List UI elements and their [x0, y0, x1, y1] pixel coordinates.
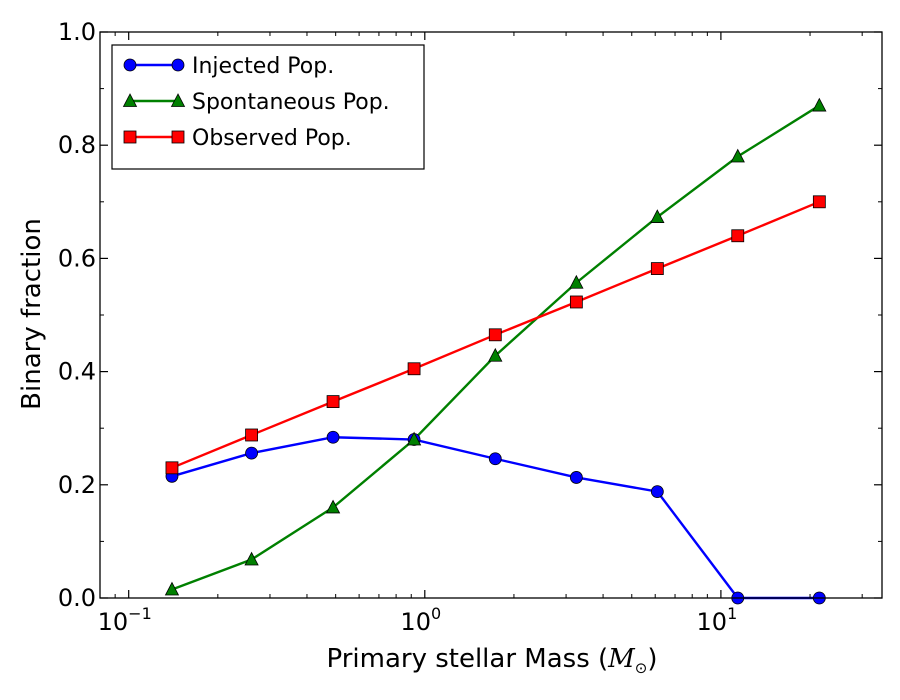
- x-tick-label: 100: [400, 604, 441, 636]
- data-point: [650, 262, 664, 275]
- data-point: [731, 229, 745, 243]
- x-axis-label-unit: M: [607, 644, 636, 674]
- data-point: [165, 461, 179, 475]
- x-tick-label: 10−1: [98, 604, 152, 636]
- x-axis-label-unit-sub: ⊙: [635, 659, 648, 677]
- data-point: [407, 362, 421, 376]
- data-point: [730, 148, 745, 163]
- data-point: [569, 274, 584, 289]
- data-point: [812, 97, 827, 112]
- y-axis-label: Binary fraction: [17, 218, 47, 410]
- data-point: [812, 195, 826, 209]
- y-tick-label: 0.0: [58, 584, 96, 612]
- data-point: [326, 395, 340, 408]
- data-point: [164, 581, 180, 596]
- legend-marker: [123, 58, 137, 72]
- data-point: [650, 209, 665, 223]
- series-points-square: [165, 195, 826, 475]
- data-point: [650, 485, 664, 498]
- x-tick-label: 101: [697, 604, 738, 636]
- legend-marker: [171, 130, 185, 144]
- series-points-triangle: [164, 97, 827, 596]
- data-point: [245, 428, 258, 442]
- legend-label: Injected Pop.: [192, 54, 334, 79]
- y-tick-label: 0.2: [58, 471, 96, 499]
- data-point: [406, 431, 422, 446]
- legend-marker: [171, 58, 185, 72]
- data-point: [326, 430, 340, 444]
- data-point: [325, 499, 341, 514]
- data-point: [488, 328, 502, 342]
- data-point: [569, 471, 583, 484]
- legend-label: Spontaneous Pop.: [192, 90, 390, 115]
- series-line: [171, 104, 820, 591]
- data-point: [488, 452, 502, 466]
- y-tick-label: 0.8: [58, 131, 96, 159]
- x-axis-label-text: Primary stellar Mass (: [326, 644, 608, 674]
- legend-label: Observed Pop.: [192, 126, 352, 151]
- data-point: [488, 347, 503, 362]
- series-layer: [164, 97, 827, 605]
- legend-marker: [170, 93, 186, 107]
- series-triangle: [171, 104, 820, 591]
- data-point: [245, 446, 258, 460]
- y-tick-label: 1.0: [58, 18, 96, 46]
- x-axis-label: Primary stellar Mass (M⊙): [326, 644, 657, 677]
- x-axis-label-close: ): [647, 644, 657, 674]
- data-point: [244, 551, 259, 566]
- series-points-circle: [165, 430, 826, 605]
- legend-marker: [123, 130, 137, 144]
- ticks-layer: 0.0 0.2 0.4 0.6 0.8 1.0 10−1 100 101: [58, 18, 882, 636]
- y-tick-label: 0.6: [58, 244, 96, 272]
- y-tick-label: 0.4: [58, 358, 96, 386]
- legend-marker: [122, 93, 138, 107]
- data-point: [569, 295, 583, 309]
- legend: Injected Pop. Spontaneous Pop. Observed Po…: [111, 44, 425, 170]
